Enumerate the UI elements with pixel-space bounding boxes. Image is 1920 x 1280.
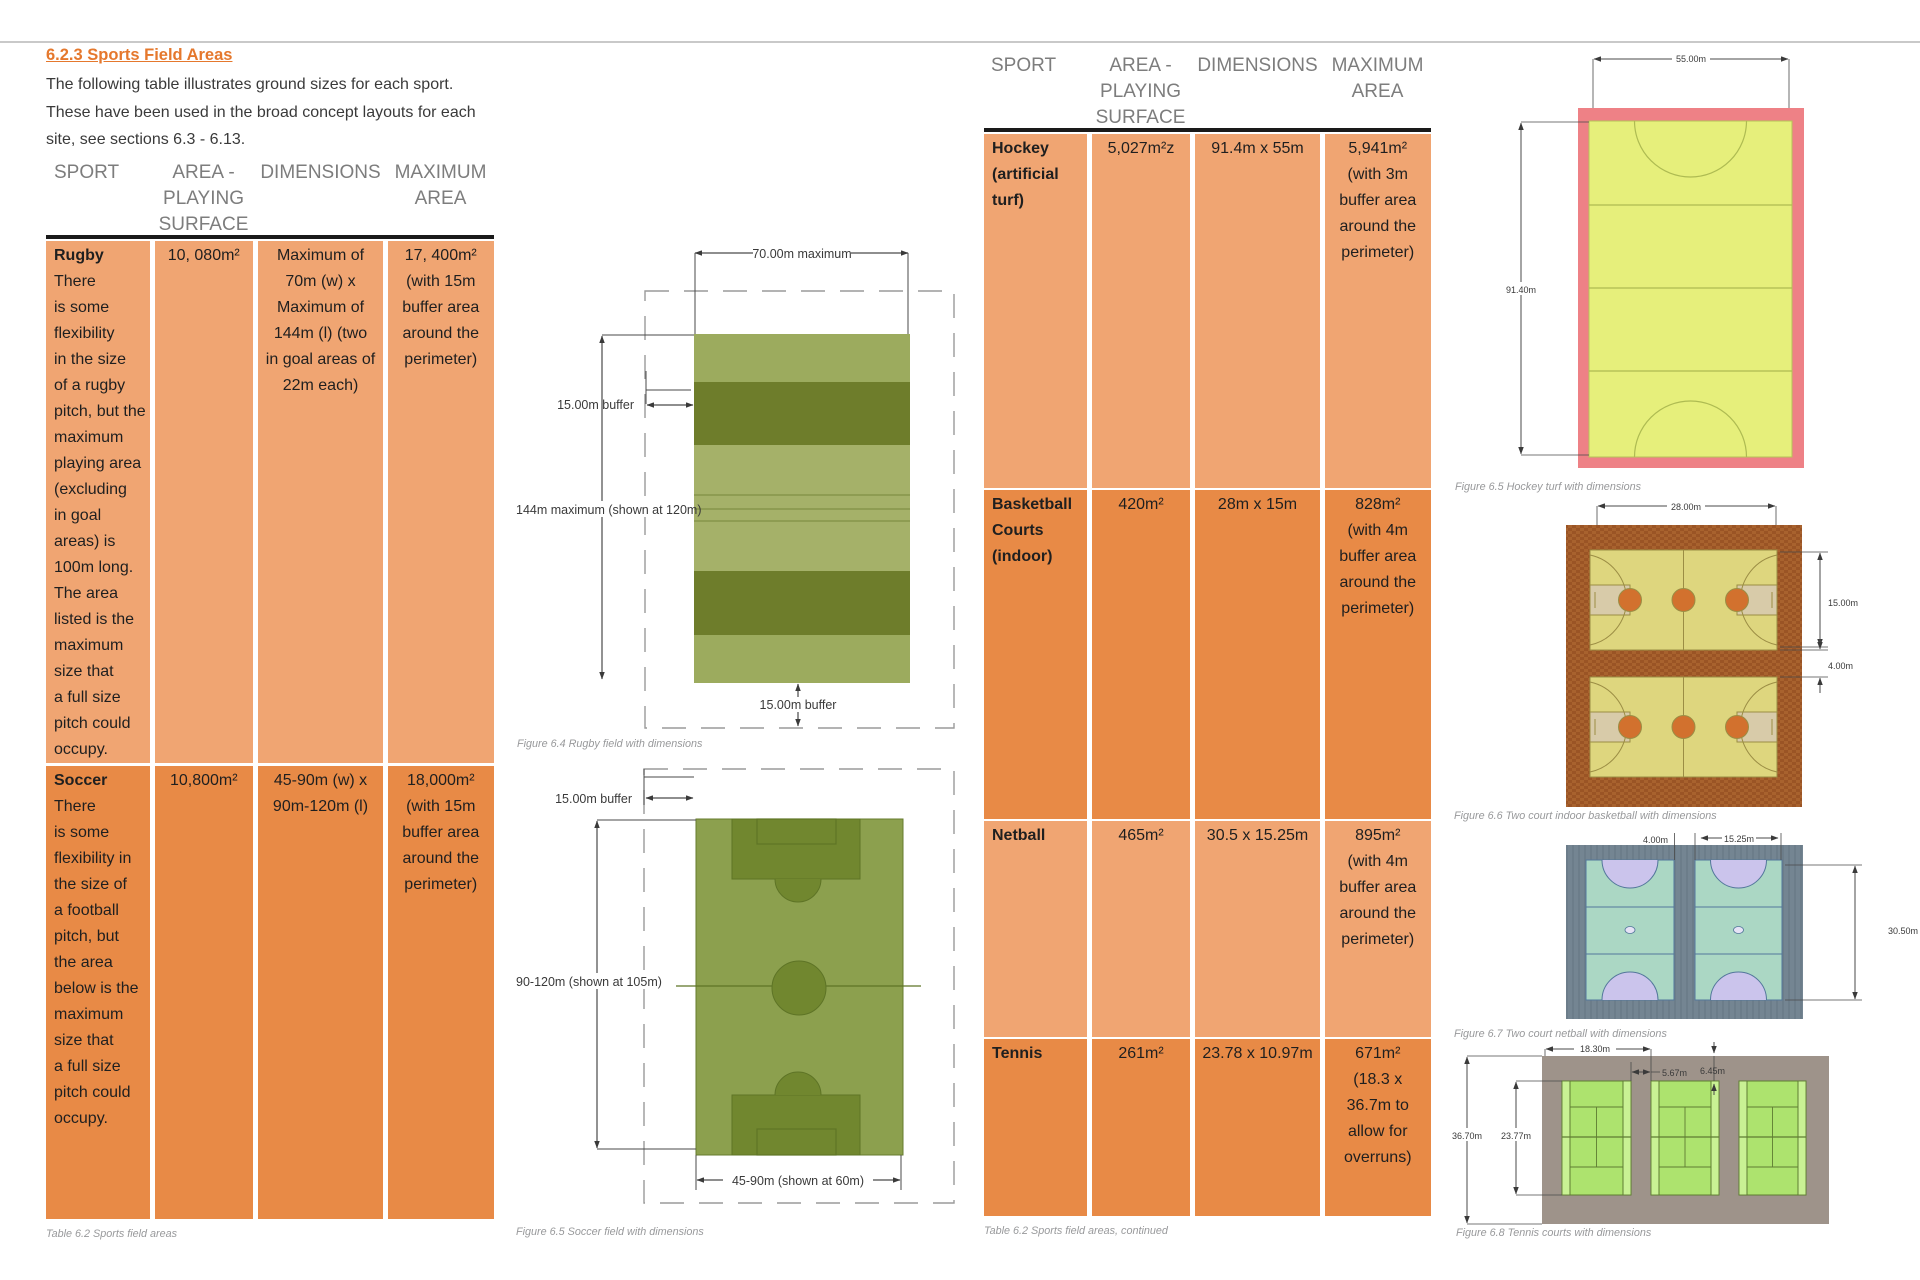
svg-text:18.30m: 18.30m	[1580, 1044, 1610, 1054]
svg-text:15.00m: 15.00m	[1828, 598, 1858, 608]
svg-text:55.00m: 55.00m	[1676, 54, 1706, 64]
svg-text:30.50m: 30.50m	[1888, 926, 1918, 936]
svg-text:6.45m: 6.45m	[1700, 1066, 1725, 1076]
svg-text:28.00m: 28.00m	[1671, 502, 1701, 512]
svg-text:15.00m buffer: 15.00m buffer	[557, 398, 634, 412]
svg-text:70.00m maximum: 70.00m maximum	[752, 247, 851, 261]
svg-text:4.00m: 4.00m	[1643, 835, 1668, 845]
svg-text:91.40m: 91.40m	[1506, 285, 1536, 295]
svg-text:45-90m (shown at 60m): 45-90m (shown at 60m)	[732, 1174, 864, 1188]
svg-text:4.00m: 4.00m	[1828, 661, 1853, 671]
svg-text:90-120m (shown at 105m): 90-120m (shown at 105m)	[516, 975, 662, 989]
svg-text:15.00m buffer: 15.00m buffer	[760, 698, 837, 712]
svg-text:144m maximum (shown at 120m): 144m maximum (shown at 120m)	[516, 503, 701, 517]
svg-text:23.77m: 23.77m	[1501, 1131, 1531, 1141]
svg-text:5.67m: 5.67m	[1662, 1068, 1687, 1078]
svg-text:36.70m: 36.70m	[1452, 1131, 1482, 1141]
svg-text:15.25m: 15.25m	[1724, 834, 1754, 844]
svg-text:15.00m buffer: 15.00m buffer	[555, 792, 632, 806]
